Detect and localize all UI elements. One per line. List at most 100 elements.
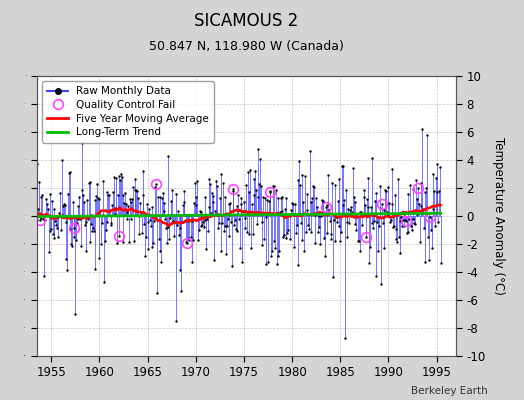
Point [285,211,293,217]
Point [411,177,420,183]
Point [366,244,374,250]
Point [407,223,415,229]
Point [55,210,63,216]
Point [354,238,362,244]
Text: SICAMOUS 2: SICAMOUS 2 [194,12,298,30]
Point [209,198,217,205]
Point [265,198,273,204]
Point [411,221,419,227]
Point [435,164,444,170]
Point [153,290,161,297]
Point [146,217,154,223]
Point [195,227,203,234]
Point [93,180,101,187]
Point [376,205,385,212]
Point [298,171,306,178]
Point [103,189,112,196]
Point [134,195,142,201]
Point [322,203,330,210]
Point [208,189,216,196]
Point [94,196,103,202]
Point [351,220,359,227]
Point [379,220,387,226]
Point [339,202,347,208]
Point [130,176,139,182]
Point [123,209,132,215]
Point [274,194,282,201]
Point [141,234,150,240]
Point [257,242,266,248]
Point [129,238,138,245]
Point [360,187,368,193]
Point [401,217,409,223]
Point [152,216,160,222]
Point [313,229,322,236]
Point [275,247,283,254]
Point [375,183,384,189]
Point [431,222,439,229]
Point [403,230,411,236]
Point [382,188,390,194]
Point [280,232,288,238]
Point [393,239,401,245]
Point [111,210,119,217]
Point [283,229,291,236]
Point [286,213,294,219]
Point [356,248,365,254]
Point [241,224,249,231]
Point [224,200,233,207]
Point [390,223,398,230]
Point [188,218,196,224]
Point [327,236,335,242]
Point [163,153,172,159]
Point [384,184,392,190]
Point [87,220,95,227]
Point [32,216,41,223]
Point [341,334,350,341]
Point [50,234,59,241]
Point [245,231,253,237]
Point [71,311,80,317]
Point [396,250,405,256]
Point [418,126,427,132]
Point [372,272,380,279]
Point [40,217,49,223]
Point [190,200,198,206]
Point [293,222,301,229]
Point [292,230,300,236]
Point [198,222,206,228]
Point [92,193,100,200]
Point [252,187,260,193]
Point [195,208,204,214]
Point [365,260,373,266]
Point [78,187,86,194]
Point [301,228,310,235]
Point [154,194,162,200]
Point [429,171,438,177]
Point [158,195,166,201]
Point [391,192,399,198]
Point [313,204,321,210]
Point [334,176,343,182]
Point [289,201,297,207]
Point [405,215,413,222]
Point [95,255,104,262]
Point [85,180,93,187]
Point [369,224,377,231]
Point [380,244,389,251]
Point [216,248,225,254]
Point [395,234,403,240]
Point [402,217,410,224]
Point [370,218,378,224]
Point [102,218,111,225]
Point [69,199,77,205]
Point [325,207,333,214]
Point [167,198,175,204]
Point [46,227,54,234]
Point [361,202,369,208]
Point [227,219,235,226]
Point [124,203,133,209]
Point [155,248,163,254]
Point [36,217,44,223]
Point [162,225,170,231]
